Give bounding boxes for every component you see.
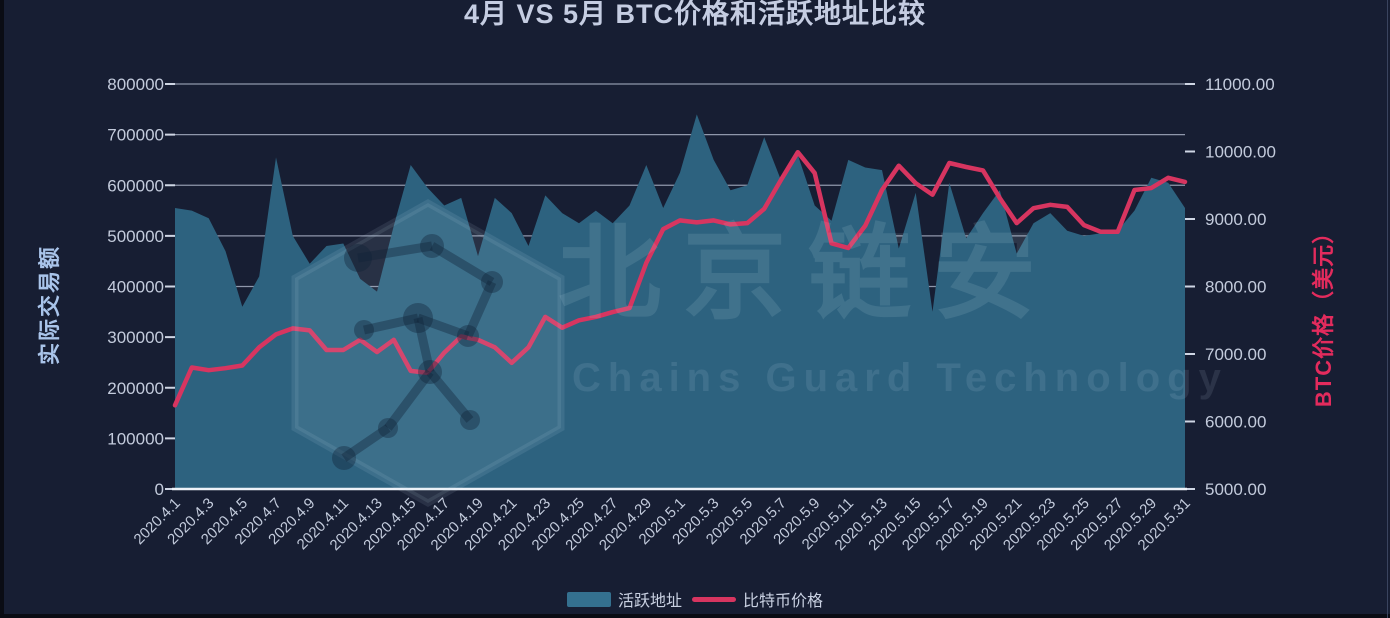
y-axis-right-tick-label: 10000.00: [1205, 143, 1276, 162]
y-axis-left-tick-label: 700000: [107, 126, 164, 145]
x-axis-tick-labels: 2020.4.12020.4.32020.4.52020.4.72020.4.9…: [131, 495, 1194, 554]
active-addresses-area[interactable]: [175, 114, 1185, 490]
btc-price-line-series: [172, 149, 1188, 408]
y-axis-right-title: BTC价格（美元）: [1311, 220, 1336, 408]
legend-label-btc-price: 比特币价格: [743, 593, 824, 610]
area-swatch-icon: [566, 591, 611, 607]
y-axis-right-tick-labels: 5000.00 6000.00 7000.00 8000.00 9000.00 10000…: [1205, 75, 1276, 499]
y-axis-left-tick-label: 0: [155, 480, 164, 499]
left-edge-strip: [0, 0, 4, 618]
y-axis-right-tick-label: 6000.00: [1205, 413, 1266, 432]
right-edge-line: [1387, 0, 1388, 618]
y-axis-left-tick-label: 400000: [107, 278, 164, 297]
y-axis-left-tick-label: 500000: [107, 227, 164, 246]
line-swatch-icon: [692, 596, 736, 602]
y-axis-left-tick-label: 800000: [107, 75, 164, 94]
axis-lines: [165, 83, 1195, 491]
y-axis-left-tick-label: 200000: [107, 379, 164, 398]
legend-item-active-addresses[interactable]: 活跃地址: [566, 587, 682, 611]
y-axis-left-tick-label: 600000: [107, 176, 164, 195]
active-addresses-area-series: [175, 114, 1185, 490]
y-axis-right-tick-label: 11000.00: [1205, 75, 1275, 94]
y-axis-left-tick-label: 300000: [107, 328, 164, 347]
legend-item-btc-price[interactable]: 比特币价格: [692, 587, 823, 611]
y-axis-left-title: 实际交易额: [37, 245, 62, 366]
bottom-edge-strip: [0, 614, 1390, 618]
y-axis-right-tick-label: 5000.00: [1205, 480, 1266, 499]
y-axis-left-tick-labels: 0 100000 200000 300000 400000 500000 600000 700…: [107, 75, 164, 499]
y-axis-right-tick-label: 7000.00: [1205, 345, 1266, 364]
y-axis-right-tick-label: 9000.00: [1205, 210, 1266, 229]
y-axis-left-tick-label: 100000: [107, 429, 164, 448]
legend: 活跃地址 比特币价格: [0, 586, 1390, 612]
y-axis-right-tick-label: 8000.00: [1205, 278, 1266, 297]
legend-label-active-addresses: 活跃地址: [617, 593, 682, 610]
btc-price-line[interactable]: [172, 149, 1188, 408]
page-title: 4月 VS 5月 BTC价格和活跃地址比较: [463, 0, 927, 29]
